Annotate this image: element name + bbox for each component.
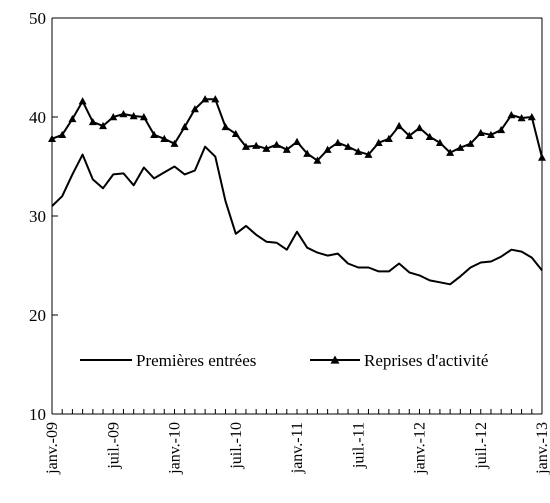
data-point (384, 134, 393, 142)
y-tick-label: 30 (29, 207, 46, 226)
series-layer (48, 95, 546, 286)
data-point (88, 117, 97, 126)
data-point (293, 137, 301, 145)
x-tick-label: janv.-09 (44, 422, 61, 475)
data-point (190, 105, 199, 113)
data-point (364, 150, 373, 158)
data-point (139, 113, 148, 121)
data-point (527, 113, 536, 121)
y-tick-label: 50 (29, 9, 46, 28)
legend-marker-triangle (330, 355, 340, 364)
data-point (446, 148, 455, 156)
data-point (68, 114, 77, 123)
data-point (78, 97, 87, 105)
data-point (517, 113, 526, 122)
y-tick-label: 20 (29, 306, 46, 325)
data-point (129, 112, 138, 120)
legend: Premières entrées Reprises d'activité (80, 351, 488, 370)
series-line-1 (51, 98, 543, 162)
data-point (262, 144, 271, 152)
series-line-0 (51, 145, 543, 286)
data-point (476, 128, 485, 137)
data-point (109, 113, 118, 121)
x-tick-label: janv.-10 (167, 422, 184, 475)
data-point (170, 139, 179, 147)
legend-label-reprises-activite: Reprises d'activité (364, 351, 488, 370)
data-point (538, 153, 546, 161)
data-point (344, 142, 353, 150)
data-point (303, 149, 312, 157)
data-point (99, 121, 108, 130)
data-point (466, 139, 475, 147)
data-point (48, 134, 56, 142)
data-point (354, 147, 363, 155)
data-point (435, 138, 444, 146)
x-tick-label: janv.-13 (534, 422, 550, 475)
y-tick-label: 40 (29, 108, 46, 127)
y-tick-label: 10 (29, 405, 46, 424)
x-tick-label: juil.-10 (228, 422, 245, 470)
x-tick-label: juil.-11 (350, 422, 367, 469)
data-point (282, 145, 291, 153)
data-point (415, 123, 424, 132)
data-point (231, 129, 240, 138)
y-ticks: 10 20 30 40 50 (29, 9, 58, 424)
data-point (58, 130, 67, 139)
data-point (497, 125, 506, 134)
data-point (395, 121, 404, 130)
data-point (201, 95, 210, 103)
data-point (405, 131, 414, 140)
data-point (507, 111, 516, 119)
data-point (160, 134, 169, 142)
data-point (180, 122, 189, 131)
data-point (323, 145, 332, 153)
data-point (486, 130, 495, 139)
data-point (456, 143, 465, 151)
x-tick-label: juil.-09 (105, 422, 122, 470)
data-point (252, 141, 261, 149)
data-point (150, 130, 159, 139)
legend-label-premieres-entrees: Premières entrées (136, 351, 256, 370)
data-point (374, 138, 383, 146)
x-tick-label: janv.-11 (289, 422, 306, 474)
data-point (333, 138, 342, 146)
x-tick-label: juil.-12 (473, 422, 490, 470)
data-point (272, 140, 281, 148)
data-point (221, 122, 230, 131)
data-point (425, 132, 434, 140)
data-point (211, 95, 220, 103)
data-point (119, 110, 128, 118)
data-point (313, 156, 322, 164)
x-ticks: janv.-09 juil.-09 janv.-10 juil.-10 janv.-11… (44, 409, 550, 475)
data-point (241, 142, 250, 150)
x-tick-label: janv.-12 (412, 422, 429, 475)
